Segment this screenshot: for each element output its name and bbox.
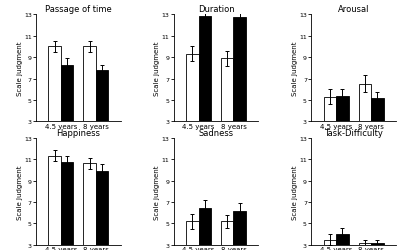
Bar xyxy=(221,222,234,250)
Title: Passage of time: Passage of time xyxy=(45,5,112,14)
Bar xyxy=(234,18,246,154)
Bar xyxy=(84,47,96,154)
Title: Happiness: Happiness xyxy=(56,128,100,137)
Bar xyxy=(96,171,108,250)
Bar xyxy=(48,156,61,250)
Y-axis label: Scale judgment: Scale judgment xyxy=(16,41,22,96)
Bar xyxy=(358,84,371,154)
Legend: Seconds, Minutes: Seconds, Minutes xyxy=(184,159,248,164)
Y-axis label: Scale judgment: Scale judgment xyxy=(154,41,160,96)
Bar xyxy=(221,59,234,154)
Bar xyxy=(198,209,211,250)
Bar xyxy=(371,243,384,250)
Legend: Seconds, Minutes: Seconds, Minutes xyxy=(321,159,386,164)
Title: Duration: Duration xyxy=(198,5,234,14)
Y-axis label: Scale judgment: Scale judgment xyxy=(292,164,298,219)
Title: Sadness: Sadness xyxy=(198,128,234,137)
Bar xyxy=(186,222,198,250)
Bar xyxy=(234,211,246,250)
Bar xyxy=(198,17,211,154)
Legend: Seconds, Minutes: Seconds, Minutes xyxy=(46,159,111,164)
Bar xyxy=(61,65,74,154)
Bar xyxy=(336,234,348,250)
Bar xyxy=(371,98,384,154)
Y-axis label: Scale Judgment: Scale Judgment xyxy=(16,164,22,219)
Y-axis label: Scale Judgment: Scale Judgment xyxy=(292,41,298,96)
Bar xyxy=(96,71,108,154)
Bar xyxy=(186,54,198,154)
Bar xyxy=(324,97,336,154)
Bar xyxy=(48,47,61,154)
Y-axis label: Scale judgment: Scale judgment xyxy=(154,164,160,219)
Bar xyxy=(84,164,96,250)
Bar xyxy=(336,96,348,154)
Title: Task-Difficulty: Task-Difficulty xyxy=(324,128,383,137)
Bar xyxy=(358,243,371,250)
Bar xyxy=(61,163,74,250)
Bar xyxy=(324,240,336,250)
Title: Arousal: Arousal xyxy=(338,5,369,14)
